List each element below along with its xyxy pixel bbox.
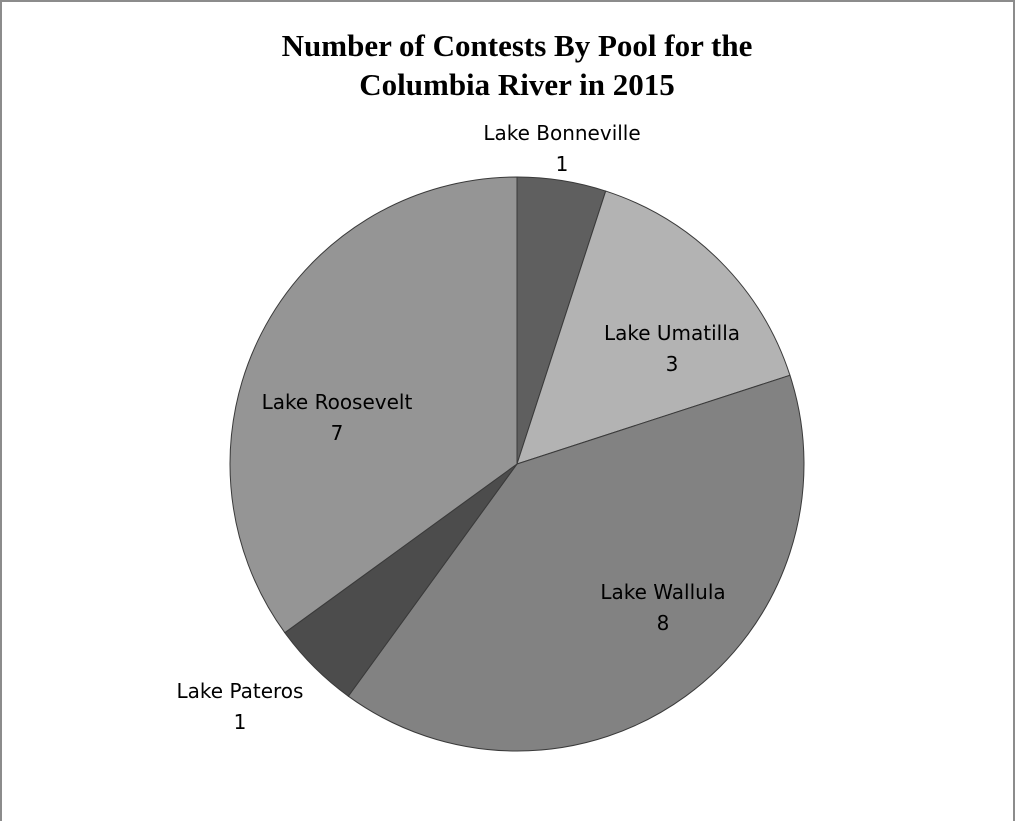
slice-label-lake-umatilla: Lake Umatilla [604,321,740,345]
slice-value-lake-bonneville: 1 [556,152,569,176]
slice-value-lake-wallula: 8 [657,611,670,635]
slice-value-lake-pateros: 1 [234,710,247,734]
pie-slices [229,176,805,752]
pie-slice-lake-wallula [347,374,805,752]
slice-label-lake-pateros: Lake Pateros [177,679,304,703]
slice-value-lake-roosevelt: 7 [331,421,344,445]
slice-label-lake-roosevelt: Lake Roosevelt [262,390,413,414]
chart-title-line-1: Number of Contests By Pool for the [282,28,753,63]
chart-title-line-2: Columbia River in 2015 [359,67,674,102]
slice-value-lake-umatilla: 3 [666,352,679,376]
slice-label-lake-wallula: Lake Wallula [600,580,725,604]
slice-labels: Lake Bonneville 1 Lake Umatilla 3 Lake Wallu… [177,121,741,734]
slice-label-lake-bonneville: Lake Bonneville [483,121,640,145]
pie-slice-lake-umatilla [516,190,791,465]
pie-slice-lake-roosevelt [229,176,518,634]
